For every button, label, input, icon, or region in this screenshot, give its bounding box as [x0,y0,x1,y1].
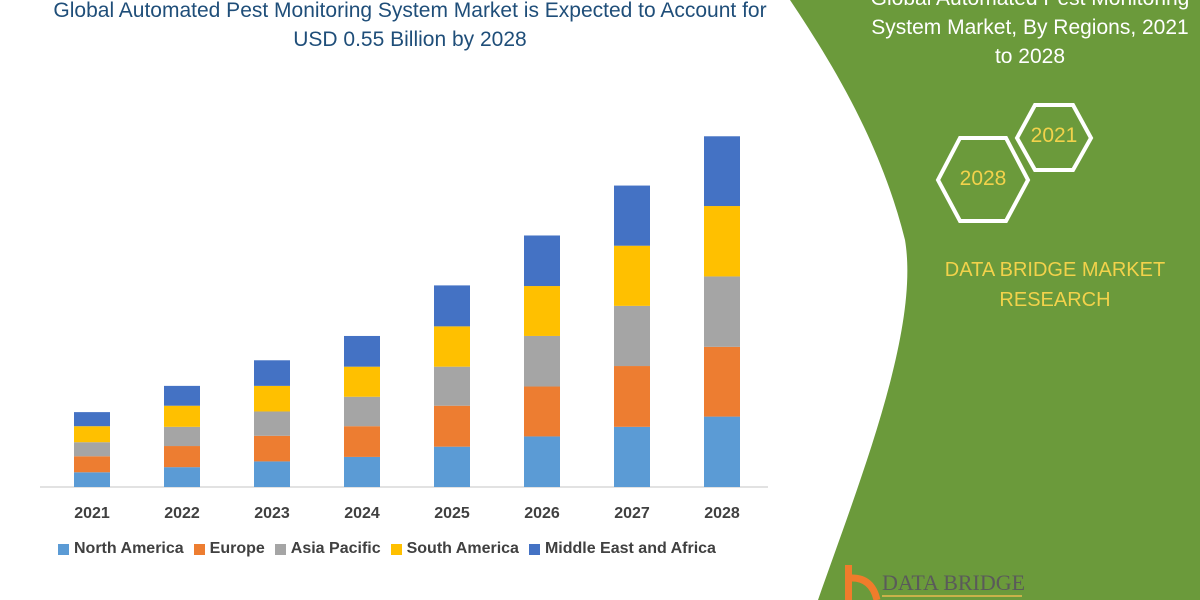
legend: North America Europe Asia Pacific South Ame… [58,540,716,558]
bar-segment-2028-0 [704,416,740,487]
bar-segment-2021-4 [74,412,110,427]
bar-segment-2027-0 [614,426,650,487]
bar-segment-2027-3 [614,245,650,306]
x-tick-label: 2027 [614,505,650,522]
bar-segment-2026-0 [524,436,560,487]
legend-item: South America [390,540,519,558]
bar-segment-2026-3 [524,286,560,336]
x-tick-label: 2028 [704,505,740,522]
x-tick-label: 2023 [254,505,290,522]
hex-label-2021: 2021 [1030,124,1078,147]
legend-swatch [193,543,205,555]
x-tick-label: 2026 [524,505,560,522]
brand-text: DATA BRIDGE MARKET RESEARCH [944,259,1166,311]
bar-segment-2026-4 [524,235,560,287]
bar-segment-2025-4 [434,285,470,327]
bar-segment-2022-2 [164,426,200,447]
bar-segment-2021-0 [74,472,110,487]
bar-segment-2022-1 [164,446,200,468]
bar-segment-2025-0 [434,446,470,487]
logo-icon [845,565,881,600]
bar-segment-2025-2 [434,366,470,406]
bar-segment-2024-2 [344,396,380,427]
bar-segment-2023-2 [254,411,290,436]
bar-segment-2023-4 [254,360,290,386]
bar-segment-2026-1 [524,386,560,437]
bar-segment-2028-2 [704,276,740,347]
legend-item: Asia Pacific [274,540,381,558]
x-tick-label: 2021 [74,505,110,522]
legend-label: North America [74,540,184,557]
legend-swatch [274,543,286,555]
bar-segment-2027-2 [614,305,650,367]
bar-segment-2021-3 [74,426,110,443]
bar-segment-2028-3 [704,206,740,277]
legend-label: Asia Pacific [290,540,381,557]
hex-label-2028: 2028 [959,167,1007,190]
bar-segment-2023-0 [254,461,290,487]
bar-segment-2024-3 [344,366,380,397]
bar-segment-2022-0 [164,467,200,487]
bar-segment-2022-4 [164,385,200,406]
legend-item: Middle East and Africa [528,540,716,558]
bar-segment-2021-2 [74,442,110,457]
bar-segment-2027-4 [614,185,650,246]
bar-segment-2026-2 [524,335,560,387]
chart: 2021 2022 2023 2024 2025 2026 2027 2028 [40,136,768,522]
hexagon-2021 [1014,103,1094,172]
legend-swatch [58,543,69,555]
hexagon-2028 [935,136,1031,223]
bar-segment-2024-1 [344,426,380,457]
logo-text: DATA BRIDGE [882,570,1026,595]
bar-segment-2024-4 [344,335,380,367]
bar-segment-2028-4 [704,136,740,207]
chart-title: Global Automated Pest Monitoring System … [53,0,767,51]
legend-label: Middle East and Africa [544,540,716,557]
bar-segment-2023-3 [254,385,290,412]
legend-swatch [390,543,402,555]
x-tick-label: 2022 [164,505,200,522]
bar-segment-2023-1 [254,435,290,462]
legend-item: Europe [193,540,265,558]
bar-segment-2025-3 [434,326,470,367]
bar-segment-2022-3 [164,405,200,427]
bar-segment-2027-1 [614,366,650,427]
legend-label: Europe [209,540,265,557]
green-panel [790,0,1200,600]
x-tick-label: 2025 [434,505,470,522]
bar-segment-2025-1 [434,405,470,447]
legend-label: South America [406,540,519,557]
x-tick-label: 2024 [344,505,380,522]
bar-segment-2028-1 [704,346,740,417]
bar-segment-2024-0 [344,456,380,487]
panel-title: Global Automated Pest Monitoring System … [871,0,1190,68]
legend-swatch [528,543,540,555]
bar-segment-2021-1 [74,456,110,473]
legend-item: North America [58,540,184,558]
